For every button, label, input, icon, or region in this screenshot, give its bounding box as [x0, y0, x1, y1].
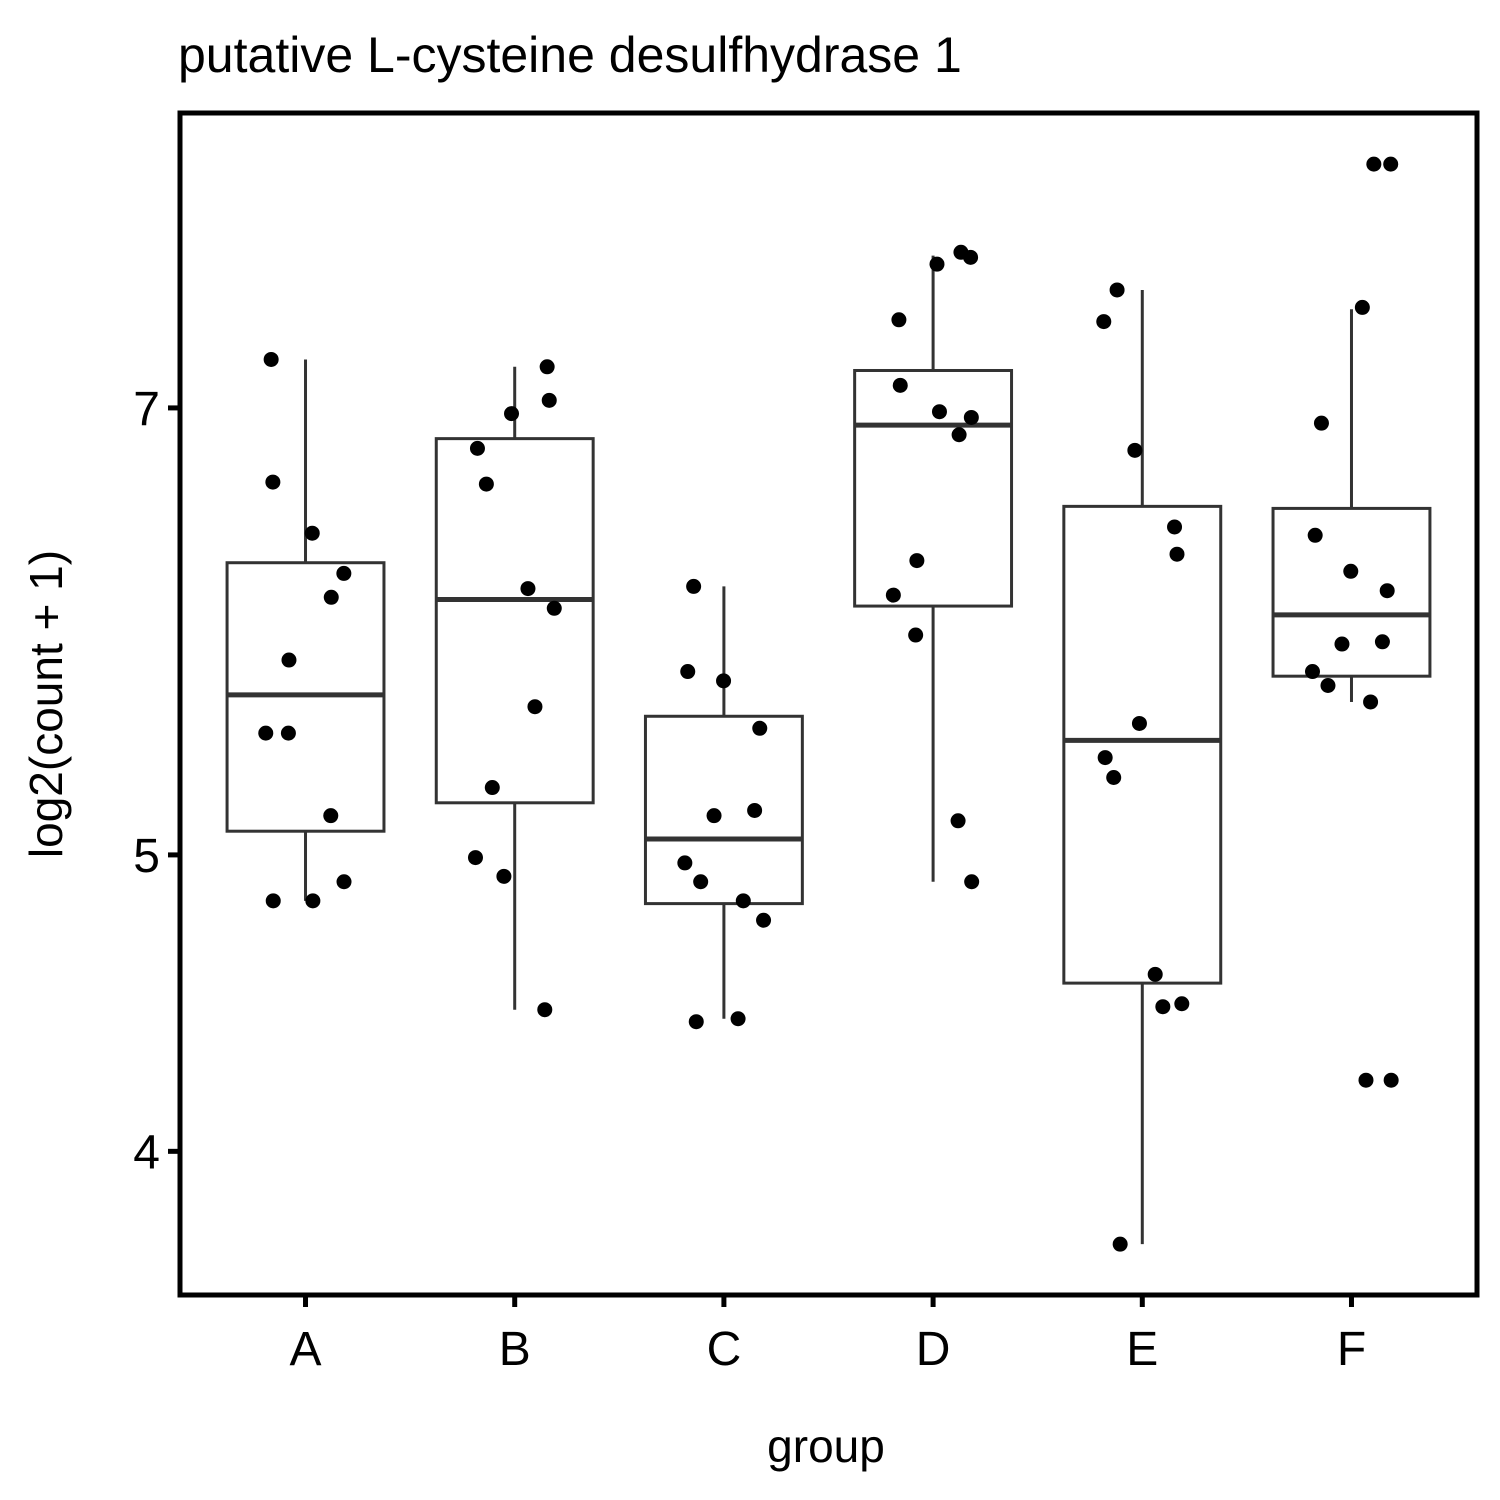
data-point: [1383, 156, 1399, 172]
data-point: [909, 553, 925, 569]
data-point: [1363, 694, 1379, 710]
box: [853, 368, 1014, 608]
data-point: [539, 359, 555, 375]
x-tick-label: F: [1337, 1323, 1366, 1376]
data-point: [963, 409, 979, 425]
data-point: [1127, 442, 1143, 458]
data-point: [323, 589, 339, 605]
data-point: [304, 525, 320, 541]
data-point: [686, 578, 702, 594]
data-point: [1313, 415, 1329, 431]
y-tick-label: 5: [133, 830, 160, 883]
data-point: [520, 581, 536, 597]
data-point: [469, 440, 485, 456]
plot-border: [177, 110, 1480, 1298]
data-point: [1155, 999, 1171, 1015]
data-point: [1169, 546, 1185, 562]
data-point: [541, 392, 557, 408]
data-point: [706, 808, 722, 824]
data-point: [527, 699, 543, 715]
data-point: [1334, 636, 1350, 652]
data-point: [1147, 966, 1163, 982]
data-point: [963, 249, 979, 265]
data-point: [484, 780, 500, 796]
data-point: [478, 476, 494, 492]
data-point: [263, 351, 279, 367]
data-point: [1379, 583, 1395, 599]
data-point: [1374, 634, 1390, 650]
data-point: [908, 627, 924, 643]
data-point: [716, 673, 732, 689]
data-point: [281, 652, 297, 668]
x-tick-label: E: [1126, 1323, 1158, 1376]
data-point: [336, 565, 352, 581]
data-point: [496, 868, 512, 884]
data-point: [1358, 1072, 1374, 1088]
data-point: [336, 874, 352, 890]
data-point: [677, 855, 693, 871]
data-point: [1354, 299, 1370, 315]
data-point: [1320, 678, 1336, 694]
data-point: [467, 850, 483, 866]
data-point: [1106, 769, 1122, 785]
data-point: [951, 427, 967, 443]
data-point: [1304, 664, 1320, 680]
data-point: [929, 256, 945, 272]
data-point: [756, 912, 772, 928]
data-point: [752, 720, 768, 736]
data-point: [504, 406, 520, 422]
data-point: [265, 893, 281, 909]
x-tick-label: C: [707, 1323, 742, 1376]
data-point: [280, 725, 296, 741]
x-tick-label: B: [499, 1323, 531, 1376]
data-point: [1383, 1072, 1399, 1088]
data-point: [688, 1014, 704, 1030]
data-point: [747, 802, 763, 818]
y-axis-label: log2(count + 1): [20, 550, 72, 858]
chart-title: putative L-cysteine desulfhydrase 1: [178, 27, 962, 83]
data-point: [1112, 1236, 1128, 1252]
data-point: [964, 874, 980, 890]
data-point: [1097, 750, 1113, 766]
box: [643, 714, 804, 906]
data-point: [1109, 282, 1125, 298]
data-point: [305, 893, 321, 909]
data-point: [1343, 563, 1359, 579]
y-tick-label: 4: [133, 1126, 160, 1179]
data-point: [265, 474, 281, 490]
box: [1271, 506, 1432, 678]
data-point: [546, 600, 562, 616]
data-point: [892, 377, 908, 393]
data-point: [680, 664, 696, 680]
y-tick-label: 7: [133, 383, 160, 436]
data-point: [537, 1002, 553, 1018]
plot-area: [225, 156, 1432, 1252]
x-tick-label: D: [916, 1323, 951, 1376]
data-point: [735, 893, 751, 909]
data-point: [1307, 527, 1323, 543]
data-point: [1366, 156, 1382, 172]
data-point: [950, 813, 966, 829]
data-point: [1174, 996, 1190, 1012]
data-point: [891, 312, 907, 328]
x-tick-label: A: [290, 1323, 322, 1376]
data-point: [885, 587, 901, 603]
box: [434, 437, 595, 805]
data-point: [1096, 314, 1112, 330]
data-point: [323, 808, 339, 824]
data-point: [1167, 519, 1183, 535]
data-point: [693, 874, 709, 890]
x-axis-label: group: [767, 1420, 885, 1472]
data-point: [730, 1011, 746, 1027]
data-point: [1131, 715, 1147, 731]
data-point: [258, 725, 274, 741]
box: [1062, 504, 1223, 985]
data-point: [931, 404, 947, 420]
